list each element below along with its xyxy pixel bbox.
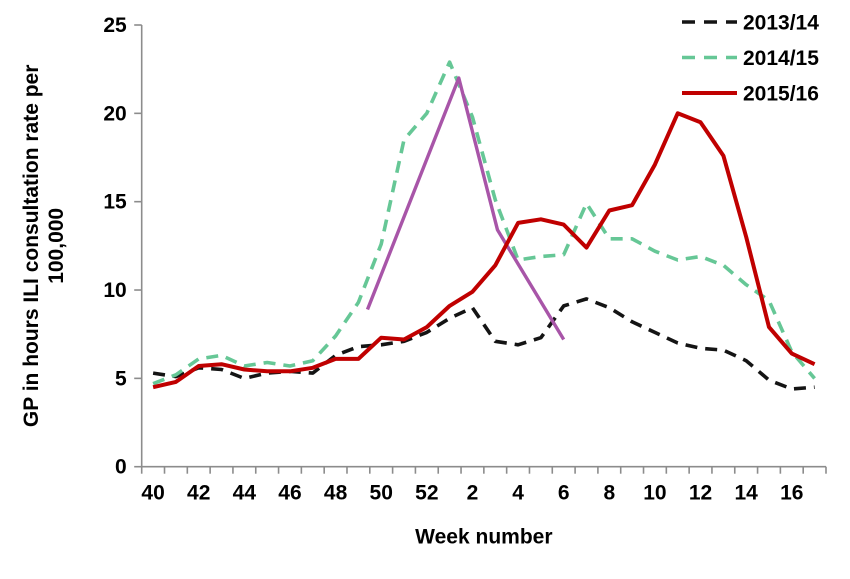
x-axis-title: Week number (415, 526, 552, 549)
x-tick-label: 2 (467, 482, 479, 505)
legend-label: 2013/14 (743, 12, 819, 35)
y-tick-label: 5 (115, 367, 127, 390)
x-tick-label: 52 (415, 482, 438, 505)
x-tick-label: 16 (780, 482, 803, 505)
x-tick-label: 44 (233, 482, 257, 505)
x-tick-label: 48 (324, 482, 348, 505)
x-axis-ticks: 40 42 44 46 48 50 52 2 4 6 8 10 12 14 16 (140, 466, 827, 505)
legend-item: 2013/14 (682, 12, 819, 35)
legend-label: 2014/15 (743, 47, 819, 70)
x-tick-label: 6 (558, 482, 570, 505)
x-tick-label: 12 (689, 482, 712, 505)
x-tick-label: 50 (370, 482, 393, 505)
x-tick-label: 46 (278, 482, 301, 505)
y-tick-label: 25 (103, 14, 127, 37)
y-tick-label: 10 (103, 279, 126, 302)
x-tick-label: 40 (141, 482, 164, 505)
legend-label: 2015/16 (743, 83, 819, 106)
x-tick-label: 10 (643, 482, 666, 505)
x-tick-label: 14 (734, 482, 758, 505)
series-line-2013-14 (152, 297, 815, 391)
y-tick-label: 20 (103, 102, 126, 125)
y-axis-ticks: 0 5 10 15 20 25 (103, 14, 142, 479)
x-tick-label: 8 (603, 482, 615, 505)
x-tick-label: 42 (187, 482, 210, 505)
unlabeled-purple-line (365, 76, 566, 341)
legend-item: 2014/15 (682, 47, 819, 70)
legend: 2013/14 2014/15 2015/16 (682, 12, 819, 106)
y-tick-label: 15 (103, 191, 127, 214)
y-axis-title: GP in hours ILI consultation rate per100… (20, 65, 68, 428)
series-line-2014-15 (152, 60, 816, 386)
series-line-2015-16 (152, 111, 816, 390)
x-tick-label: 4 (512, 482, 524, 505)
y-tick-label: 0 (115, 456, 127, 479)
legend-item: 2015/16 (682, 83, 819, 106)
